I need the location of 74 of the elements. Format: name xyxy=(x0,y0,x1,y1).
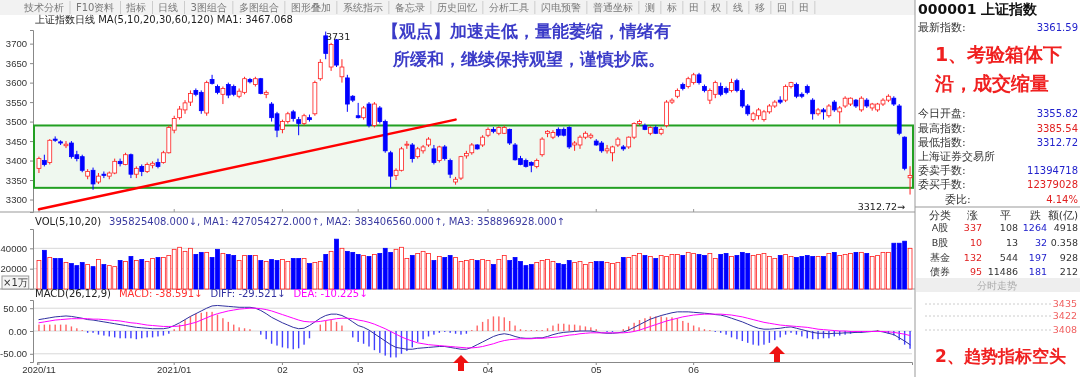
series-label: DIFF: -29.521↓ xyxy=(210,288,286,299)
y-tick-label: 3400 xyxy=(5,155,27,167)
text: 标 xyxy=(665,2,677,13)
text: 3408 xyxy=(1052,324,1077,335)
x-tick-label: 06 xyxy=(688,364,699,376)
y-tick-label: 3700 xyxy=(5,38,27,50)
y-tick-label: 3650 xyxy=(5,57,27,69)
text: 分类 涨 平 跌 额(亿) xyxy=(929,209,1078,221)
text: B股 10 13 32 0.358 xyxy=(931,237,1078,248)
text: 测 xyxy=(644,2,655,13)
y-tick-label: 3550 xyxy=(5,96,27,108)
text: 委比: 4.14% xyxy=(945,193,1078,206)
x-tick-label: 03 xyxy=(352,364,364,376)
text: 田 xyxy=(688,2,699,13)
text: 3435 xyxy=(1052,298,1077,309)
series-label: MACD: -38.591↓ xyxy=(118,288,203,299)
text: 图形叠加 xyxy=(290,2,331,13)
y-tick-label: 40000 xyxy=(0,242,27,254)
chart-title: 上证指数日线 MA(5,10,20,30,60,120) MA1: 3467.068 xyxy=(35,14,293,25)
text: 最新指数: 3361.59 xyxy=(918,21,1078,34)
text: 3图组合 xyxy=(190,2,227,13)
text: 分析工具 xyxy=(488,2,529,13)
y-tick-label: 3600 xyxy=(5,77,27,89)
y-tick-label: 20000 xyxy=(0,263,27,275)
x-tick-label: 02 xyxy=(277,364,288,376)
y-tick-label: 50.00 xyxy=(3,302,27,314)
text: 日线 xyxy=(158,2,179,13)
text: 指标 xyxy=(125,2,147,13)
text: 1、考验箱体下 xyxy=(935,43,1063,65)
annotation: 3312.72→ xyxy=(857,201,906,212)
text: 历史回忆 xyxy=(436,2,477,13)
annotation: 【观点】加速走低，量能萎缩，情绪有 xyxy=(382,21,671,41)
text: 移 xyxy=(754,2,765,13)
chart-title: MACD(26,12,9) xyxy=(35,288,112,299)
text: 最高指数: 3385.54 xyxy=(918,122,1078,135)
text: 沿，成交缩量 xyxy=(934,72,1049,94)
text: 回 xyxy=(776,2,787,13)
text: 系统指示 xyxy=(342,2,383,13)
y-tick-label: -50.00 xyxy=(0,348,27,360)
y-tick-label: 0.00 xyxy=(8,325,27,337)
x-tick-label: 05 xyxy=(590,364,602,376)
text: 备忘录 xyxy=(394,2,425,13)
text: 委卖手数: 11394718 xyxy=(918,164,1078,177)
text: 技术分析 xyxy=(23,2,64,13)
y-tick-label: 3350 xyxy=(5,174,27,186)
annotation: 所缓和，继续保持观望，谨慎抄底。 xyxy=(392,49,665,69)
text: 委买手数: 12379028 xyxy=(918,178,1078,191)
text: 000001 上证指数 xyxy=(918,1,1039,17)
series-label: DEA: -10.225↓ xyxy=(293,288,368,299)
y-tick-label: 3450 xyxy=(5,135,27,147)
text: 债券 95 11486 181 212 xyxy=(930,266,1078,277)
text: 线 xyxy=(732,2,743,13)
text: 闪电预警 xyxy=(540,2,581,13)
text: 今日开盘: 3355.82 xyxy=(918,107,1078,120)
text: A股 337 108 1264 4918 xyxy=(931,222,1078,233)
text: F10资料 xyxy=(76,2,115,13)
text: 权 xyxy=(709,2,721,13)
y-axis-title: ×1万 xyxy=(3,277,28,288)
y-tick-label: 3300 xyxy=(5,194,27,206)
text: 3422 xyxy=(1052,310,1077,321)
text: 多图组合 xyxy=(238,2,279,13)
text: 田 xyxy=(798,2,809,13)
text: 最低指数: 3312.72 xyxy=(918,136,1078,149)
text: 普通坐标 xyxy=(592,2,633,13)
chart-subtitle: 395825408.000↓, MA1: 427054272.000↑, MA2: 383406560.000↑, MA3: 358896928.000↑ xyxy=(109,216,565,227)
y-tick-label: 3500 xyxy=(5,116,27,128)
annotation: 3731 xyxy=(326,31,351,42)
text: 上海证券交易所 xyxy=(918,150,995,163)
x-tick-label: 2021/01 xyxy=(157,364,192,376)
text: 2、趋势指标空头 xyxy=(935,346,1066,366)
x-tick-label: 04 xyxy=(482,364,494,376)
text: 基金 132 544 197 928 xyxy=(930,252,1078,263)
x-tick-label: 2020/11 xyxy=(22,364,56,376)
chart-title: VOL(5,10,20) xyxy=(35,216,102,227)
